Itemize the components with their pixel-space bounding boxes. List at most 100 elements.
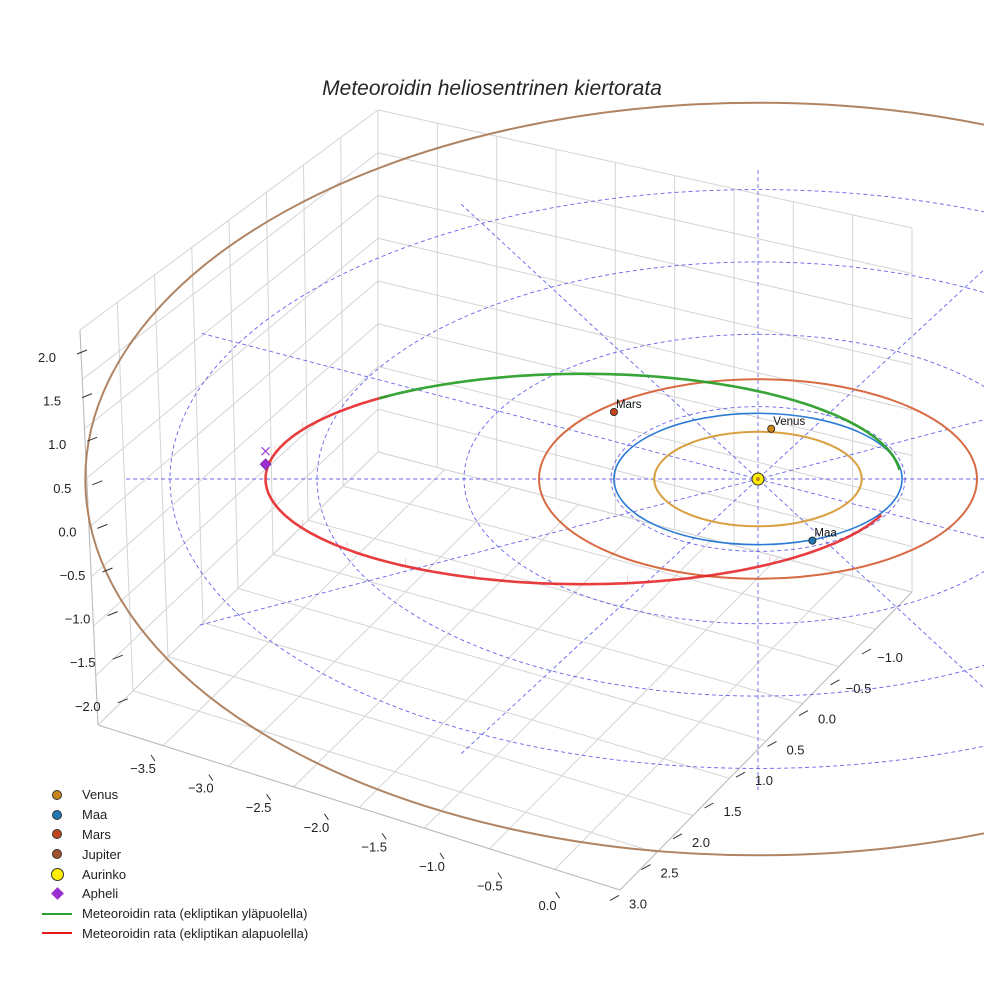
x-tick-label: −1.0 (419, 859, 445, 874)
legend-marker (52, 789, 62, 800)
y-tick-label: −1.0 (877, 650, 903, 665)
y-tick-label: 1.0 (755, 773, 773, 788)
grid-line (377, 195, 913, 320)
y-tick-label: 2.5 (660, 866, 678, 881)
y-tick-mark (672, 833, 683, 840)
grid-line (377, 109, 913, 229)
legend-marker (42, 932, 72, 935)
z-tick-label: 1.0 (48, 437, 66, 452)
grid-line (162, 469, 446, 746)
legend-swatch (40, 904, 74, 924)
y-tick-mark (798, 710, 809, 717)
legend-label: Aurinko (82, 866, 127, 882)
axis-ticks: −3.5 −3.0 −2.5 −2.0 −1.5 −1.0 −0.5 0.0 −1.0 −0.5 0… (38, 349, 903, 913)
meteoroid-orbit-below (264, 394, 883, 586)
grid-line (95, 408, 379, 676)
grid-line (377, 280, 913, 411)
planet-maa (808, 536, 817, 545)
legend-label: Meteoroidin rata (ekliptikan yläpuolella… (82, 906, 308, 922)
planet-label-maa: Maa (814, 528, 837, 540)
legend-swatch (40, 864, 74, 884)
orbit-venus (653, 430, 863, 528)
aphelion-marker (259, 458, 272, 471)
legend-marker (52, 829, 62, 840)
y-tick-mark (641, 864, 651, 871)
legend-swatch (40, 924, 74, 944)
legend-swatch (40, 805, 74, 825)
legend-item: Maa (40, 805, 308, 825)
legend: Venus Maa Mars Jupiter Aurinko Apheli Meteoroi… (40, 785, 308, 943)
legend-item: Aurinko (40, 864, 308, 884)
x-tick-label: −2.0 (304, 820, 330, 835)
legend-label: Jupiter (82, 846, 122, 862)
z-tick-label: 1.5 (43, 394, 61, 409)
z-tick-label: 0.5 (53, 481, 71, 496)
z-tick-label: −1.0 (65, 612, 91, 627)
legend-label: Apheli (82, 886, 119, 902)
x-tick-mark (439, 852, 445, 860)
legend-label: Venus (82, 787, 119, 803)
y-tick-mark (735, 771, 746, 778)
x-tick-mark (381, 833, 387, 840)
grid-line (228, 486, 512, 767)
axes-grid (79, 109, 913, 891)
legend-item: Apheli (40, 884, 308, 904)
z-tick-label: 2.0 (38, 350, 56, 365)
x-tick-label: −3.0 (188, 781, 214, 796)
y-tick-label: 0.0 (818, 712, 836, 727)
legend-swatch (40, 785, 74, 805)
y-tick-label: 0.5 (786, 742, 804, 757)
y-tick-label: −0.5 (846, 681, 872, 696)
z-tick-mark (107, 611, 118, 617)
z-axis-line (79, 329, 99, 726)
markers: Venus Maa Mars (259, 399, 837, 545)
legend-item: Venus (40, 785, 308, 805)
z-tick-mark (92, 480, 103, 486)
grid-line (97, 451, 379, 726)
legend-label: Mars (82, 826, 111, 842)
legend-item: Mars (40, 825, 308, 845)
legend-label: Meteoroidin rata (ekliptikan alapuolella… (82, 925, 309, 941)
planet-label-venus: Venus (773, 416, 805, 428)
x-tick-label: −3.5 (130, 761, 156, 776)
grid-line (79, 109, 379, 331)
grid-line (90, 323, 379, 578)
x-tick-mark (266, 793, 272, 801)
chart-title: Meteoroidin heliosentrinen kiertorata (322, 77, 662, 100)
legend-item: Meteoroidin rata (ekliptikan yläpuolella… (40, 904, 308, 924)
x-tick-mark (150, 754, 156, 762)
grid-line (377, 152, 913, 274)
y-tick-label: 1.5 (723, 804, 741, 819)
aphelion-cross (261, 446, 270, 456)
orbits (84, 101, 984, 857)
legend-swatch (40, 884, 74, 904)
grid-line (88, 280, 379, 528)
reference-radial-line (460, 203, 984, 689)
legend-marker (42, 912, 72, 915)
planet-label-mars: Mars (616, 399, 642, 411)
orbit-maa (613, 412, 903, 546)
z-tick-label: −0.5 (60, 568, 86, 583)
grid-line (358, 521, 646, 808)
reference-radial-line (460, 269, 984, 755)
y-tick-label: 3.0 (629, 896, 647, 911)
grid-line (293, 504, 579, 788)
grid-line (377, 323, 913, 456)
legend-item: Jupiter (40, 844, 308, 864)
legend-item: Meteoroidin rata (ekliptikan alapuolella… (40, 924, 308, 944)
x-tick-mark (208, 774, 214, 781)
y-tick-label: 2.0 (692, 835, 710, 850)
planet-venus (767, 424, 776, 433)
grid-line (377, 408, 913, 547)
x-axis-line (97, 724, 621, 891)
legend-marker (50, 867, 64, 881)
z-tick-label: 0.0 (58, 524, 76, 539)
grid-line (93, 366, 379, 627)
sun-core (756, 477, 760, 481)
legend-marker (52, 849, 62, 860)
z-tick-mark (81, 393, 93, 399)
grid-line (86, 237, 379, 479)
y-tick-mark (767, 740, 777, 747)
y-tick-mark (861, 648, 872, 655)
